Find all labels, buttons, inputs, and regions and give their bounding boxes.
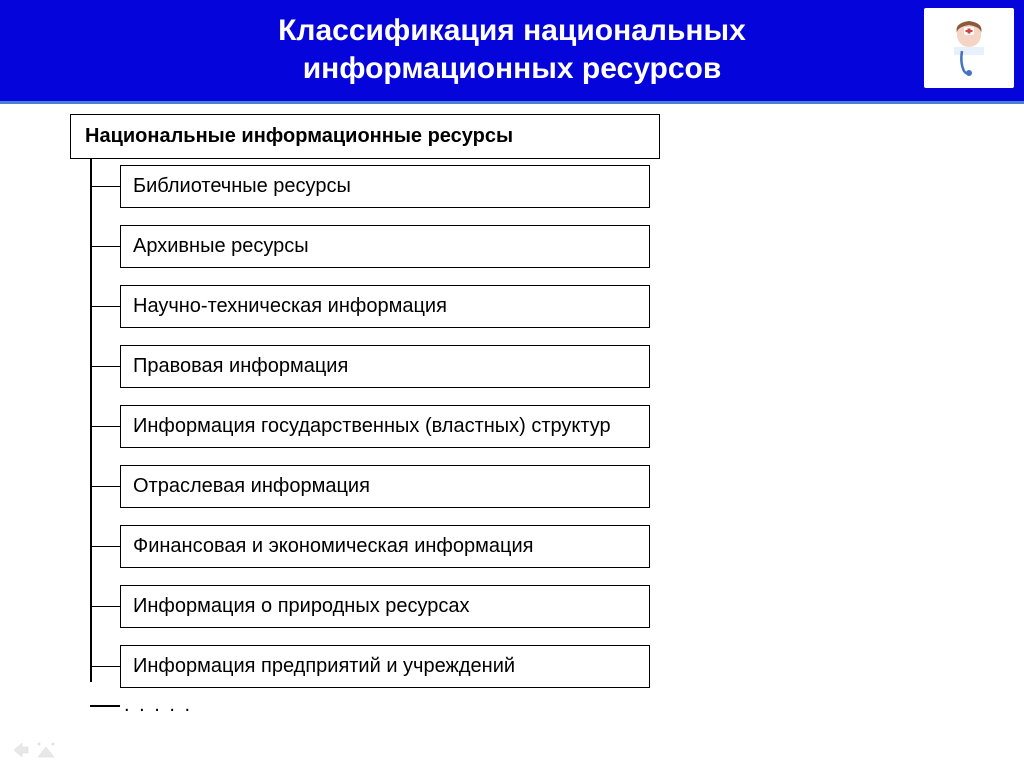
tree-connector <box>90 186 120 188</box>
tree-child-box: Библиотечные ресурсы <box>120 165 650 208</box>
tree-child-row: Правовая информация <box>90 345 640 388</box>
child-label: Информация о природных ресурсах <box>133 595 470 617</box>
tree-ellipsis-row: . . . . . <box>90 705 640 707</box>
tree-child-box: Информация государственных (властных) ст… <box>120 405 650 448</box>
arrow-left-icon[interactable] <box>10 741 30 759</box>
tree-root-box: Национальные информационные ресурсы <box>70 114 660 159</box>
slide-nav <box>10 741 56 759</box>
tree-child-box: Информация предприятий и учреждений <box>120 645 650 688</box>
child-label: Научно-техническая информация <box>133 295 447 317</box>
tree-connector <box>90 546 120 548</box>
child-label: Отраслевая информация <box>133 475 370 497</box>
tree-children-container: Библиотечные ресурсы Архивные ресурсы На… <box>90 159 640 707</box>
child-label: Библиотечные ресурсы <box>133 175 351 197</box>
tree-child-row: Архивные ресурсы <box>90 225 640 268</box>
child-label: Информация предприятий и учреждений <box>133 655 515 677</box>
tree-child-row: Научно-техническая информация <box>90 285 640 328</box>
child-label: Финансовая и экономическая информация <box>133 535 533 557</box>
tree-child-box: Научно-техническая информация <box>120 285 650 328</box>
child-label: Архивные ресурсы <box>133 235 309 257</box>
tree-connector <box>90 246 120 248</box>
tree-child-box: Финансовая и экономическая информация <box>120 525 650 568</box>
ellipsis-label: . . . . . <box>90 694 192 717</box>
tree-connector <box>90 666 120 668</box>
expand-icon[interactable] <box>36 741 56 759</box>
tree-child-row: Информация предприятий и учреждений <box>90 645 640 688</box>
child-label: Информация государственных (властных) ст… <box>133 415 611 437</box>
tree-child-row: Финансовая и экономическая информация <box>90 525 640 568</box>
tree-child-row: Информация о природных ресурсах <box>90 585 640 628</box>
tree-connector <box>90 486 120 488</box>
child-label: Правовая информация <box>133 355 348 377</box>
title-line-1: Классификация национальных <box>278 14 746 47</box>
slide-title: Классификация национальных информационны… <box>20 12 1004 87</box>
slide-header: Классификация национальных информационны… <box>0 0 1024 104</box>
title-line-2: информационных ресурсов <box>303 52 722 85</box>
tree-child-row: Библиотечные ресурсы <box>90 165 640 208</box>
tree-connector <box>90 306 120 308</box>
decorative-person-image <box>924 8 1014 88</box>
tree-child-row: Информация государственных (властных) ст… <box>90 405 640 448</box>
tree-diagram: Национальные информационные ресурсы Библ… <box>0 104 700 717</box>
tree-connector <box>90 366 120 368</box>
tree-connector <box>90 426 120 428</box>
tree-child-row: Отраслевая информация <box>90 465 640 508</box>
tree-child-box: Правовая информация <box>120 345 650 388</box>
tree-child-box: Архивные ресурсы <box>120 225 650 268</box>
tree-connector <box>90 606 120 608</box>
tree-child-box: Информация о природных ресурсах <box>120 585 650 628</box>
tree-child-box: Отраслевая информация <box>120 465 650 508</box>
nurse-icon <box>934 13 1004 83</box>
root-label: Национальные информационные ресурсы <box>85 125 513 147</box>
